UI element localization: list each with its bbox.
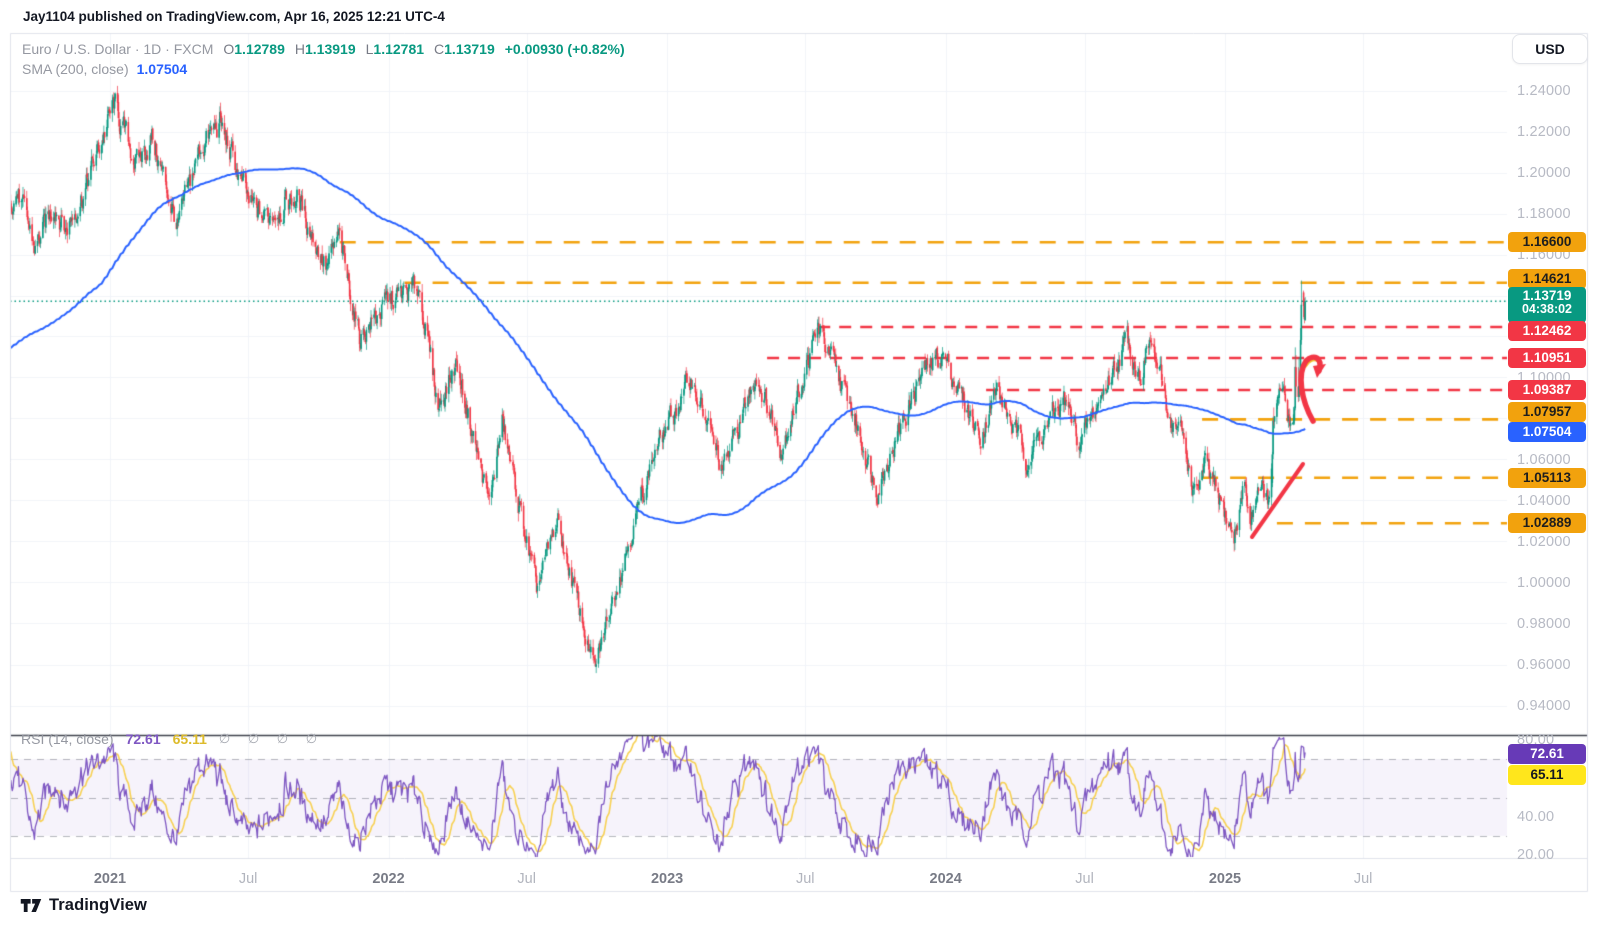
time-label: Jul: [1353, 871, 1373, 887]
time-label: Jul: [238, 871, 258, 887]
badge-price: 1.02889: [1522, 515, 1572, 531]
rsi-tick: 40.00: [1517, 808, 1555, 825]
price-tick: 1.02000: [1517, 533, 1571, 550]
price-tick: 1.00000: [1517, 574, 1571, 591]
low-label: L: [365, 41, 374, 57]
rsi-value-badge: 72.61: [1508, 744, 1586, 765]
high-label: H: [294, 41, 305, 57]
tradingview-logo[interactable]: TradingView: [20, 896, 147, 915]
open-label: O: [223, 41, 235, 57]
sma-legend-row: SMA (200, close) 1.07504: [22, 59, 625, 79]
badge-price: 1.16600: [1522, 234, 1572, 250]
main-legend: Euro / U.S. Dollar · 1D · FXCM O 1.12789 …: [22, 39, 625, 79]
price-tick: 1.22000: [1517, 123, 1571, 140]
price-level-badge: 1.09387: [1508, 380, 1586, 401]
badge-price: 1.07504: [1522, 423, 1572, 439]
badge-price: 1.13719: [1522, 288, 1572, 304]
time-label: Jul: [517, 871, 536, 887]
rsi-empty-values: ∅ ∅ ∅ ∅: [218, 731, 325, 746]
price-tick: 1.18000: [1517, 205, 1571, 222]
price-tick: 1.20000: [1517, 164, 1571, 181]
price-tick: 0.96000: [1517, 656, 1571, 673]
badge-countdown: 04:38:02: [1521, 302, 1573, 317]
price-level-badge: 1.05113: [1508, 467, 1586, 488]
open-value: 1.12789: [234, 41, 285, 57]
price-level-badge: 1.07504: [1508, 421, 1586, 442]
price-level-badge: 1.07957: [1508, 402, 1586, 423]
price-tick: 1.24000: [1517, 82, 1571, 99]
price-tick: 1.04000: [1517, 492, 1571, 509]
tradingview-logo-icon: [20, 898, 42, 913]
time-label: 2024: [929, 871, 962, 887]
time-label: 2021: [93, 871, 127, 887]
badge-price: 1.14621: [1522, 270, 1572, 286]
time-label: Jul: [795, 871, 815, 887]
time-label: 2025: [1208, 871, 1242, 887]
price-level-badge: 1.16600: [1508, 232, 1586, 253]
published-header: Jay1104 published on TradingView.com, Ap…: [23, 9, 445, 24]
price-tick: 0.98000: [1517, 615, 1571, 632]
badge-price: 1.09387: [1522, 382, 1572, 398]
price-level-badge: 1.13719 04:38:02: [1508, 287, 1586, 324]
price-tick: 0.94000: [1517, 697, 1571, 714]
time-label: 2023: [650, 871, 684, 887]
rsi-title[interactable]: RSI (14, close): [21, 731, 114, 747]
high-value: 1.13919: [305, 41, 356, 57]
close-value: 1.13719: [444, 41, 495, 57]
rsi-legend: RSI (14, close) 72.61 65.11 ∅ ∅ ∅ ∅: [21, 731, 324, 747]
time-label: Jul: [1075, 871, 1094, 887]
change-value: +0.00930 (+0.82%): [504, 41, 625, 57]
sma-value: 1.07504: [136, 61, 188, 77]
rsi-tick: 80.00: [1517, 732, 1555, 748]
rsi-tick: 20.00: [1517, 847, 1555, 863]
currency-toggle-button[interactable]: USD: [1512, 34, 1588, 64]
close-label: C: [434, 41, 445, 57]
low-value: 1.12781: [373, 41, 425, 57]
price-level-badge: 1.12462: [1508, 321, 1586, 342]
badge-price: 1.05113: [1522, 469, 1572, 485]
time-label: 2022: [372, 871, 405, 887]
symbol-title[interactable]: Euro / U.S. Dollar · 1D · FXCM: [22, 41, 214, 57]
price-level-badge: 1.02889: [1508, 513, 1586, 534]
rsi-value: 72.61: [125, 731, 161, 747]
rsi-ma-value: 65.11: [172, 731, 207, 747]
badge-price: 1.12462: [1522, 323, 1572, 339]
price-level-badge: 1.10951: [1508, 348, 1586, 368]
badge-price: 1.10951: [1522, 350, 1572, 365]
sma-label[interactable]: SMA (200, close): [22, 61, 129, 77]
symbol-legend-row: Euro / U.S. Dollar · 1D · FXCM O 1.12789 …: [22, 39, 625, 59]
rsi-value-badge: 65.11: [1508, 764, 1586, 785]
price-level-badge: 1.14621: [1508, 268, 1586, 289]
badge-price: 1.07957: [1522, 404, 1572, 420]
price-tick: 1.06000: [1517, 451, 1571, 468]
tradingview-brand-text: TradingView: [49, 896, 147, 914]
